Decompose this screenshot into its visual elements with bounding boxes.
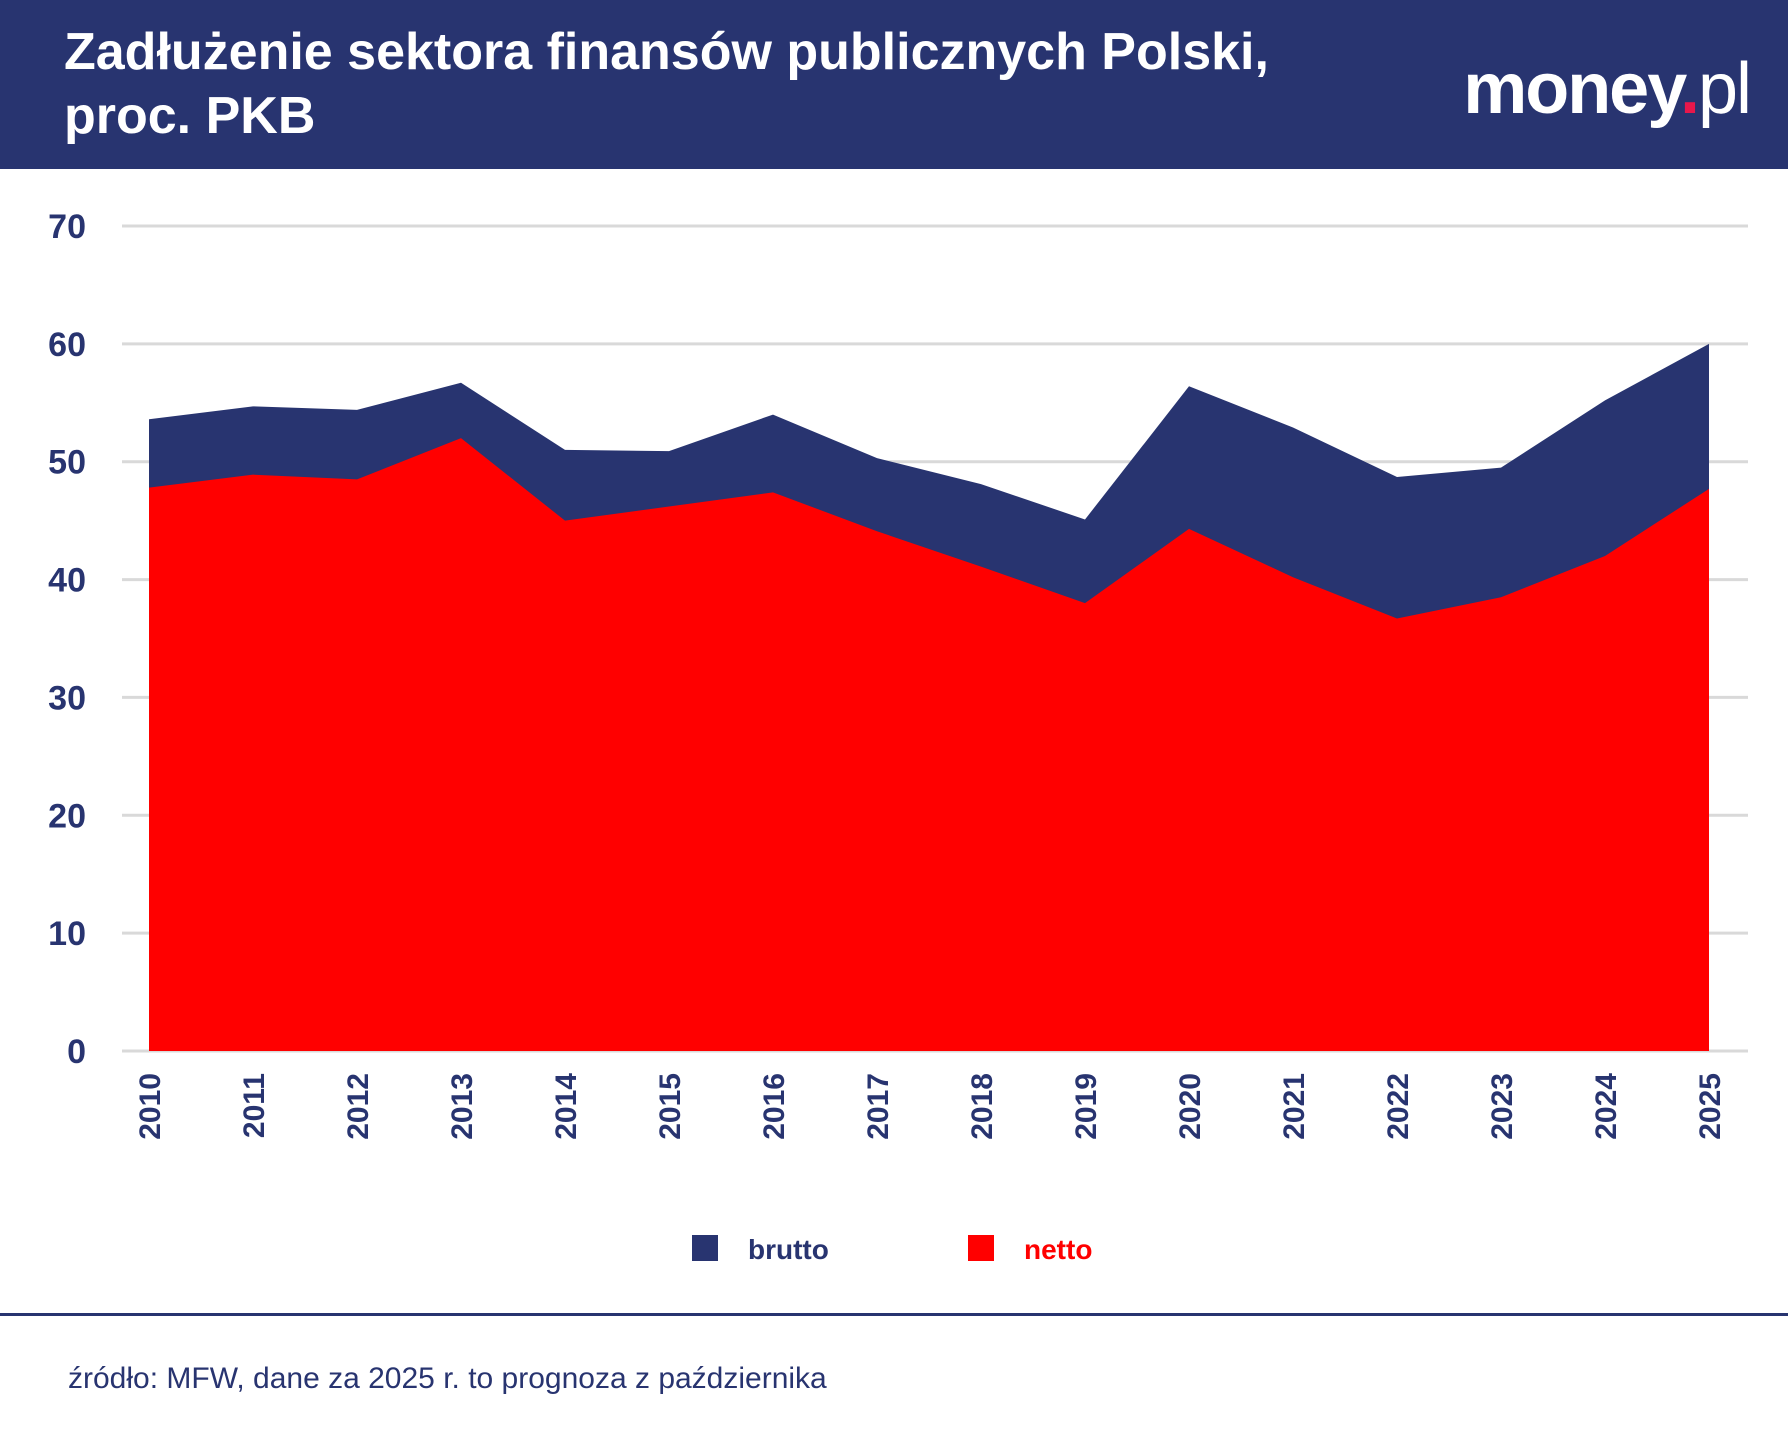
x-tick-label: 2023 [1486,1073,1519,1140]
x-tick-label: 2021 [1278,1073,1311,1140]
x-tick-label: 2010 [134,1073,167,1140]
legend-label-brutto: brutto [748,1234,829,1265]
area-netto [149,438,1709,1052]
x-tick-label: 2014 [550,1073,583,1140]
x-tick-label: 2024 [1590,1073,1623,1140]
y-tick-label: 60 [48,326,86,364]
x-tick-label: 2022 [1382,1073,1415,1140]
source-note: źródło: MFW, dane za 2025 r. to prognoza… [68,1362,827,1395]
header-banner: Zadłużenie sektora finansów publicznych … [0,0,1788,169]
x-tick-label: 2017 [862,1073,895,1140]
chart-title: Zadłużenie sektora finansów publicznych … [64,23,1269,145]
x-tick-label: 2019 [1070,1073,1103,1140]
y-tick-label: 50 [48,444,86,482]
y-tick-label: 10 [48,915,86,953]
legend-label-netto: netto [1024,1234,1092,1265]
y-tick-label: 70 [48,208,86,246]
x-tick-label: 2020 [1174,1073,1207,1140]
y-tick-label: 0 [67,1033,86,1071]
footer-divider [0,1313,1788,1316]
x-tick-label: 2018 [966,1073,999,1140]
y-tick-label: 20 [48,797,86,835]
legend-swatch-brutto [692,1235,718,1261]
y-tick-label: 40 [48,562,86,600]
x-tick-label: 2013 [446,1073,479,1140]
x-tick-label: 2016 [758,1073,791,1140]
money-pl-logo: money.pl [1463,49,1752,129]
legend-swatch-netto [968,1235,994,1261]
x-tick-label: 2015 [654,1073,687,1140]
x-tick-label: 2011 [238,1073,271,1138]
x-tick-label: 2025 [1694,1073,1727,1140]
x-tick-label: 2012 [342,1073,375,1140]
chart: 0 10 20 30 40 50 60 70 2010 2011 2012 2013 2014 2015… [48,208,1748,1265]
y-tick-label: 30 [48,679,86,717]
